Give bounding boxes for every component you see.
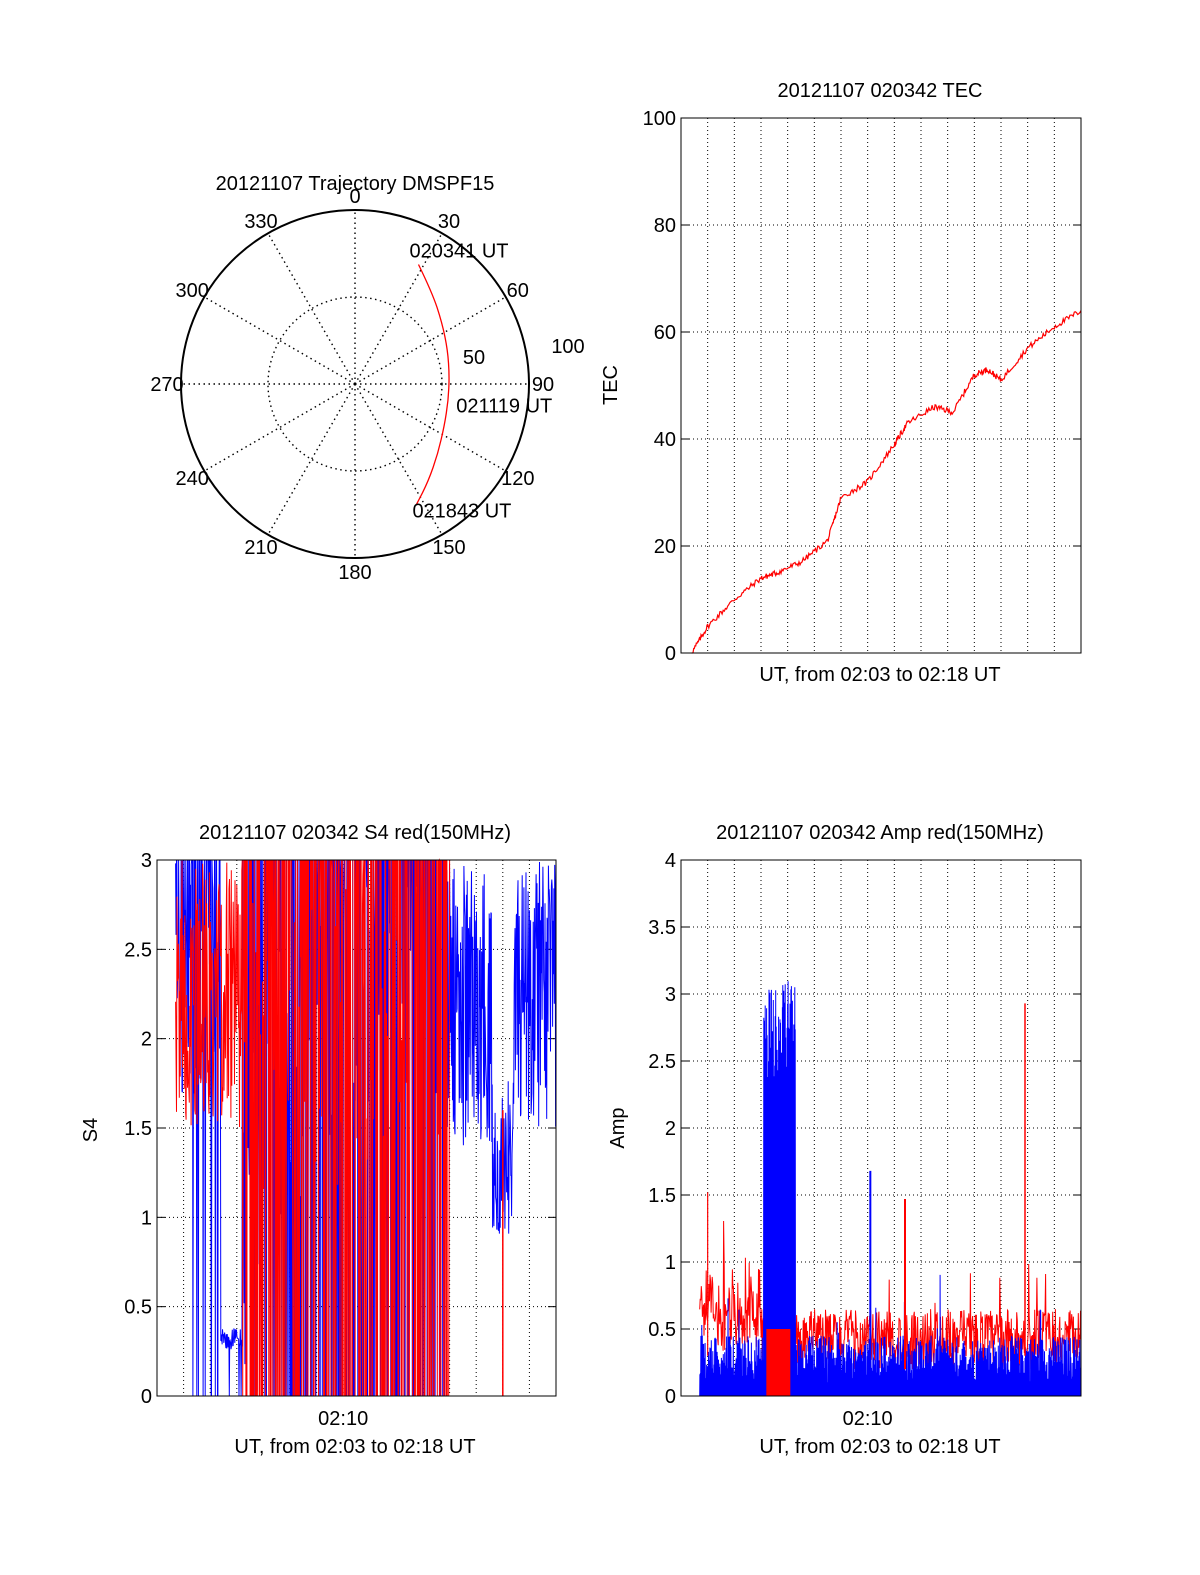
- y-tick-label: 0.5: [648, 1319, 676, 1341]
- y-tick-label: 0.5: [124, 1297, 152, 1319]
- y-tick-label: 0: [665, 643, 676, 665]
- polar-angle-label: 30: [438, 211, 460, 233]
- tec-title: 20121107 020342 TEC: [778, 80, 983, 102]
- tec-ylabel: TEC: [600, 365, 622, 405]
- tec-xlabel: UT, from 02:03 to 02:18 UT: [759, 664, 1000, 686]
- tec-tick-labels: 0 20 40 60 80 100: [643, 108, 676, 665]
- amp-xlabel: UT, from 02:03 to 02:18 UT: [759, 1436, 1000, 1458]
- y-tick-label: 2: [141, 1029, 152, 1051]
- y-tick-label: 2.5: [648, 1051, 676, 1073]
- amp-tick-labels: 0 0.5 1 1.5 2 2.5 3 3.5 4 02:10: [648, 850, 893, 1430]
- tec-plot-frame: [680, 117, 1082, 654]
- y-tick-label: 3: [665, 984, 676, 1006]
- trajectory-line: [415, 264, 450, 505]
- polar-angle-label: 300: [176, 280, 209, 302]
- y-tick-label: 1.5: [124, 1118, 152, 1140]
- s4-ylabel: S4: [80, 1118, 102, 1142]
- y-tick-label: 100: [643, 108, 676, 130]
- trajectory-track: 020341 UT 021119 UT 021843 UT: [410, 241, 553, 523]
- polar-spoke: [354, 232, 443, 385]
- polar-angle-label: 330: [244, 211, 277, 233]
- y-tick-label: 60: [654, 322, 676, 344]
- polar-angle-label: 210: [244, 537, 277, 559]
- trajectory-mid-label: 021119 UT: [456, 395, 552, 417]
- polar-spoke: [203, 296, 356, 385]
- polar-angle-label: 150: [432, 537, 465, 559]
- polar-radial-label: 100: [551, 336, 584, 358]
- amp-panel: 20121107 020342 Amp red(150MHz) UT, from…: [607, 822, 1082, 1458]
- polar-spoke: [354, 296, 507, 385]
- y-tick-label: 40: [654, 429, 676, 451]
- amp-ylabel: Amp: [607, 1107, 629, 1148]
- s4-xlabel: UT, from 02:03 to 02:18 UT: [234, 1436, 475, 1458]
- polar-angle-label: 60: [507, 280, 529, 302]
- y-tick-label: 3.5: [648, 917, 676, 939]
- trajectory-title: 20121107 Trajectory DMSPF15: [216, 173, 495, 195]
- s4-title: 20121107 020342 S4 red(150MHz): [199, 822, 511, 844]
- polar-angle-label: 90: [532, 374, 554, 396]
- tec-line: [691, 310, 1082, 654]
- y-tick-label: 0: [665, 1386, 676, 1408]
- y-tick-label: 4: [665, 850, 676, 872]
- y-tick-label: 1.5: [648, 1185, 676, 1207]
- tec-series: [691, 310, 1082, 654]
- x-tick-label: 02:10: [318, 1408, 368, 1430]
- polar-spoke: [203, 383, 356, 472]
- y-tick-label: 80: [654, 215, 676, 237]
- polar-grid: [180, 209, 530, 559]
- amp-red-block: [766, 1329, 791, 1396]
- tec-panel: 20121107 020342 TEC UT, from 02:03 to 02…: [600, 80, 1082, 686]
- y-tick-label: 3: [141, 850, 152, 872]
- y-tick-label: 20: [654, 536, 676, 558]
- polar-angle-label: 270: [150, 374, 183, 396]
- trajectory-end-label: 021843 UT: [412, 501, 511, 523]
- tec-grid: [681, 117, 1081, 654]
- polar-angle-label: 0: [349, 186, 360, 208]
- polar-spoke: [267, 383, 356, 536]
- polar-inner-circle: [267, 296, 443, 472]
- y-tick-label: 0: [141, 1386, 152, 1408]
- y-tick-label: 1: [665, 1252, 676, 1274]
- amp-grid: [681, 859, 1081, 1397]
- y-tick-label: 2.5: [124, 939, 152, 961]
- polar-angle-label: 180: [338, 562, 371, 584]
- polar-angle-label: 240: [176, 468, 209, 490]
- polar-angle-labels: 0 30 60 90 120 150 180 210 240 270 300 330 50 100: [150, 186, 584, 584]
- trajectory-polar-panel: 20121107 Trajectory DMSPF15 0 30 60 90 120 15…: [150, 173, 584, 584]
- y-tick-label: 1: [141, 1207, 152, 1229]
- s4-panel: 20121107 020342 S4 red(150MHz) UT, from …: [80, 822, 557, 1458]
- polar-radial-label: 50: [463, 347, 485, 369]
- s4-plot-frame: [156, 859, 557, 1397]
- s4-series: [175, 858, 557, 1397]
- amp-series: [699, 981, 1082, 1397]
- amp-title: 20121107 020342 Amp red(150MHz): [716, 822, 1044, 844]
- polar-outer-circle: [180, 209, 530, 559]
- s4-tick-labels: 0 0.5 1 1.5 2 2.5 3 02:10: [124, 850, 368, 1430]
- y-tick-label: 2: [665, 1118, 676, 1140]
- amp-plot-frame: [680, 859, 1082, 1397]
- polar-spoke: [354, 383, 507, 472]
- x-tick-label: 02:10: [843, 1408, 893, 1430]
- polar-spoke: [267, 232, 356, 385]
- polar-angle-label: 120: [501, 468, 534, 490]
- trajectory-start-label: 020341 UT: [410, 241, 509, 263]
- polar-spoke: [354, 383, 443, 536]
